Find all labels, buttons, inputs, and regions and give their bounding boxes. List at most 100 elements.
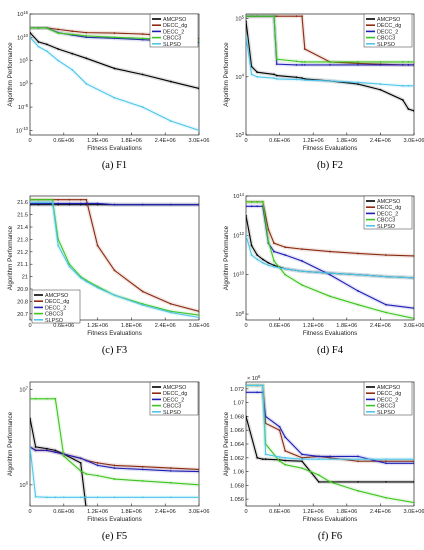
y-tick-label: 1015 [17, 10, 29, 18]
series-line-slpso [246, 36, 414, 87]
data-point [169, 470, 172, 472]
data-point [329, 480, 331, 483]
x-tick-label: 0 [244, 509, 247, 515]
legend-entry: CBCC3 [163, 36, 181, 42]
data-point [96, 461, 99, 464]
data-point [357, 455, 359, 458]
x-axis-label: Fitness Evaluations [303, 516, 358, 523]
data-point [357, 83, 359, 85]
series-group [246, 199, 414, 320]
data-point [34, 495, 37, 498]
data-point [198, 310, 199, 313]
data-point [246, 234, 247, 237]
y-tick-label: 108 [235, 310, 244, 318]
data-point [301, 460, 303, 463]
data-point [169, 203, 172, 206]
y-tick-label: 21.3 [17, 237, 28, 243]
data-point [329, 250, 331, 253]
data-point [273, 250, 275, 253]
data-point [357, 460, 359, 463]
x-tick-label: 0.6E+06 [269, 323, 290, 329]
data-point [250, 205, 253, 208]
legend-entry: SLPSO [163, 410, 181, 416]
data-point [57, 59, 60, 62]
x-axis-label: Fitness Evaluations [87, 145, 142, 152]
data-point [278, 456, 281, 458]
legend-entry: DECC_dg [163, 391, 187, 397]
y-tick-label: 20.8 [17, 299, 28, 305]
series-line-cbcc3 [30, 199, 199, 316]
data-point [273, 73, 275, 76]
data-point [357, 81, 359, 84]
data-point [261, 384, 264, 387]
data-point [37, 201, 40, 204]
y-tick-label: 21.2 [17, 250, 28, 256]
data-point [379, 83, 382, 85]
x-tick-label: 1.2E+06 [303, 138, 324, 144]
data-point [273, 242, 275, 245]
data-point [198, 129, 199, 132]
data-point [295, 15, 298, 18]
legend-entry: DECC_dg [377, 391, 401, 397]
y-tick-label: 106 [19, 481, 28, 489]
data-point [85, 459, 88, 462]
x-tick-label: 1.8E+06 [336, 509, 357, 515]
data-point [275, 78, 278, 80]
series-line-slpso [30, 201, 199, 319]
data-point [413, 458, 414, 461]
data-point [46, 447, 48, 450]
data-point [57, 28, 60, 31]
data-point [250, 201, 253, 203]
y-axis-label: Algorithm Performance [223, 411, 230, 476]
data-point [169, 496, 172, 499]
data-point [401, 64, 404, 66]
data-point [401, 99, 404, 101]
data-point [385, 480, 387, 483]
data-point [284, 267, 287, 270]
y-tick-label: 105 [235, 14, 244, 22]
data-point [85, 202, 88, 205]
data-point [329, 455, 331, 458]
data-point [379, 64, 382, 66]
data-point [71, 52, 74, 55]
x-tick-label: 0.6E+06 [269, 509, 290, 515]
chart-panel-1: 0 0.6E+06 1.2E+06 1.8E+06 2.4E+06 3.0E+06 10-1… [7, 10, 210, 171]
data-point [413, 460, 414, 463]
data-point [273, 15, 275, 18]
data-point [303, 48, 306, 50]
data-point [68, 263, 71, 266]
data-point [85, 36, 88, 39]
data-point [79, 461, 82, 464]
data-point [46, 449, 48, 452]
x-tick-label: 1.2E+06 [87, 138, 108, 144]
data-point [407, 84, 410, 87]
series-line-amcpso [246, 416, 414, 483]
data-point [141, 480, 144, 482]
y-tick-label: 1.064 [230, 442, 244, 448]
data-point [198, 496, 199, 499]
y-tick-label: 1012 [233, 231, 245, 239]
data-point [51, 198, 54, 201]
data-point [295, 60, 298, 63]
data-point [198, 37, 199, 40]
data-point [46, 43, 48, 46]
data-point [256, 254, 259, 256]
data-point [141, 106, 144, 108]
data-point [261, 201, 264, 203]
data-point [385, 458, 387, 461]
data-point [284, 449, 287, 452]
x-tick-label: 2.4E+06 [370, 323, 391, 329]
data-point [275, 15, 278, 18]
data-point [295, 64, 298, 66]
legend-entry: SLPSO [377, 42, 395, 48]
data-point [68, 203, 71, 206]
data-point [357, 61, 359, 63]
y-tick-label: 100 [19, 80, 28, 88]
data-point [301, 467, 303, 470]
data-point [30, 446, 31, 448]
data-point [113, 67, 116, 70]
data-point [34, 449, 37, 452]
y-tick-label: 103 [235, 131, 244, 139]
